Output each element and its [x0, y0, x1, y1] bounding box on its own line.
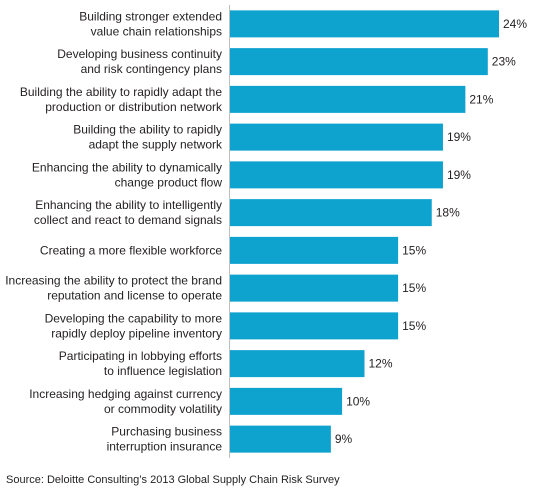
category-label: Developing business continuity and risk c… [57, 47, 222, 76]
category-label-line: Enhancing the ability to intelligently [35, 198, 222, 212]
bar-group: 23% Developing business continuity and ris… [57, 47, 516, 76]
category-label: Increasing the ability to protect the br… [5, 274, 222, 303]
category-label-line: Building the ability to rapidly adapt th… [20, 85, 222, 99]
bars-layer: 24% Building stronger extended value chain… [5, 9, 527, 453]
bar [230, 10, 499, 38]
bar-group: 15% Developing the capability to more rapi… [45, 311, 427, 340]
category-label-line: Purchasing business [111, 425, 222, 439]
bar [230, 387, 343, 415]
category-label-line: adapt the supply network [89, 138, 223, 152]
data-label: 10% [346, 394, 370, 408]
category-label-line: and risk contingency plans [81, 62, 222, 76]
bar [230, 199, 432, 227]
category-label-line: rapidly deploy pipeline inventory [51, 326, 222, 340]
category-label-line: Building stronger extended [79, 9, 222, 23]
bar-group: 9% Purchasing business interruption insura… [107, 425, 353, 454]
category-label: Developing the capability to more rapidly… [45, 311, 223, 340]
category-label-line: reputation and license to operate [47, 289, 222, 303]
bar-group: 21% Building the ability to rapidly adapt… [20, 85, 494, 114]
category-label-line: Developing business continuity [57, 47, 222, 61]
data-label: 15% [402, 281, 426, 295]
category-label: Purchasing business interruption insuranc… [107, 425, 223, 454]
data-label: 19% [447, 130, 471, 144]
source-note: Source: Deloitte Consulting’s 2013 Globa… [6, 474, 340, 486]
bar-group: 19% Enhancing the ability to dynamically c… [32, 160, 471, 189]
data-label: 21% [469, 92, 493, 106]
category-label-line: change product flow [115, 175, 223, 189]
category-label-line: Enhancing the ability to dynamically [32, 160, 222, 174]
category-label: Building the ability to rapidly adapt th… [20, 85, 223, 114]
category-label-line: Building the ability to rapidly [73, 123, 222, 137]
bar [230, 312, 399, 340]
bar-group: 18% Enhancing the ability to intelligentl… [34, 198, 460, 227]
bar-group: 19% Building the ability to rapidly adapt … [73, 123, 471, 152]
category-label-line: interruption insurance [107, 440, 223, 454]
category-label: Participating in lobbying efforts to infl… [59, 349, 222, 378]
category-label: Creating a more flexible workforce [40, 243, 222, 257]
bar [230, 161, 443, 189]
data-label: 23% [492, 55, 516, 69]
bar [230, 85, 466, 113]
bar [230, 425, 331, 453]
data-label: 24% [503, 17, 527, 31]
bar [230, 123, 443, 151]
category-label: Increasing hedging against currency or co… [29, 387, 222, 416]
data-label: 9% [335, 432, 353, 446]
bar [230, 48, 488, 76]
category-label-line: Creating a more flexible workforce [40, 243, 222, 257]
category-label-line: Increasing the ability to protect the br… [5, 274, 222, 288]
category-label-line: value chain relationships [91, 24, 222, 38]
category-label-line: production or distribution network [45, 100, 223, 114]
category-label: Enhancing the ability to intelligently co… [34, 198, 222, 227]
bar-group: 15% Creating a more flexible workforce [40, 236, 426, 264]
bar [230, 350, 365, 378]
category-label-line: collect and react to demand signals [34, 213, 222, 227]
category-label-line: Participating in lobbying efforts [59, 349, 222, 363]
data-label: 15% [402, 319, 426, 333]
category-label-line: Developing the capability to more [45, 311, 223, 325]
bar-group: 24% Building stronger extended value chain… [79, 9, 527, 38]
data-label: 19% [447, 168, 471, 182]
category-label-line: or commodity volatility [104, 402, 222, 416]
bar-group: 15% Increasing the ability to protect the… [5, 274, 426, 303]
data-label: 12% [369, 357, 393, 371]
category-label: Building stronger extended value chain re… [79, 9, 222, 38]
bar-group: 10% Increasing hedging against currency or… [29, 387, 370, 416]
category-label: Enhancing the ability to dynamically chan… [32, 160, 222, 189]
bar [230, 274, 399, 302]
data-label: 15% [402, 243, 426, 257]
bar-group: 12% Participating in lobbying efforts to i… [59, 349, 393, 378]
category-label-line: Increasing hedging against currency [29, 387, 222, 401]
data-label: 18% [436, 206, 460, 220]
category-label: Building the ability to rapidly adapt the… [73, 123, 223, 152]
category-label-line: to influence legislation [104, 364, 222, 378]
bar [230, 236, 399, 264]
